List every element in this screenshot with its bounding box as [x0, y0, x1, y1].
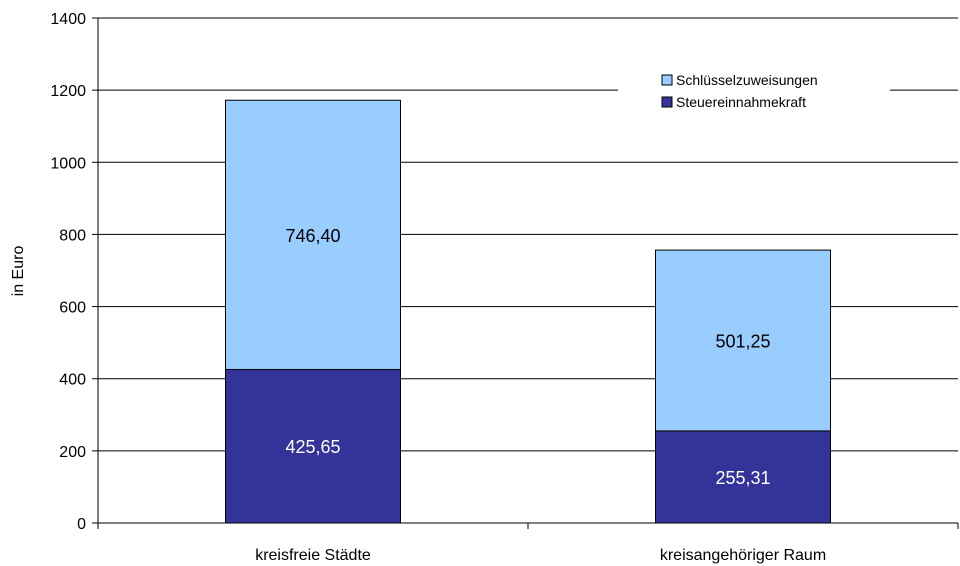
x-tick-label: kreisangehöriger Raum — [660, 547, 826, 564]
y-tick-label: 1200 — [50, 83, 86, 100]
axes: 0 200 400 600 800 1000 1200 1400 kreisfreie Städ… — [50, 11, 959, 564]
bars: 425,65 746,40 255,31 501,25 — [225, 99, 831, 524]
y-tick-label: 200 — [59, 444, 86, 461]
bar-segment — [655, 249, 831, 432]
legend: Schlüsselzuweisungen Steuereinnahmekraft — [618, 70, 890, 122]
legend-swatch — [661, 74, 673, 86]
legend-label: Schlüsselzuweisungen — [676, 72, 818, 88]
data-label: 746,40 — [285, 226, 340, 246]
y-tick-label: 1000 — [50, 155, 86, 172]
x-tick-label: kreisfreie Städte — [255, 547, 371, 564]
data-label: 425,65 — [285, 437, 340, 457]
y-tick-label: 800 — [59, 227, 86, 244]
legend-label: Steuereinnahmekraft — [676, 94, 806, 110]
bar-segment — [655, 430, 831, 524]
data-label: 501,25 — [715, 332, 770, 352]
bar-segment — [225, 99, 401, 370]
y-tick-label: 600 — [59, 300, 86, 317]
data-label: 255,31 — [715, 468, 770, 488]
y-axis-title: in Euro — [10, 246, 27, 297]
legend-swatch — [661, 96, 673, 108]
y-tick-label: 0 — [77, 516, 86, 533]
y-tick-label: 400 — [59, 372, 86, 389]
y-tick-label: 1400 — [50, 11, 86, 28]
